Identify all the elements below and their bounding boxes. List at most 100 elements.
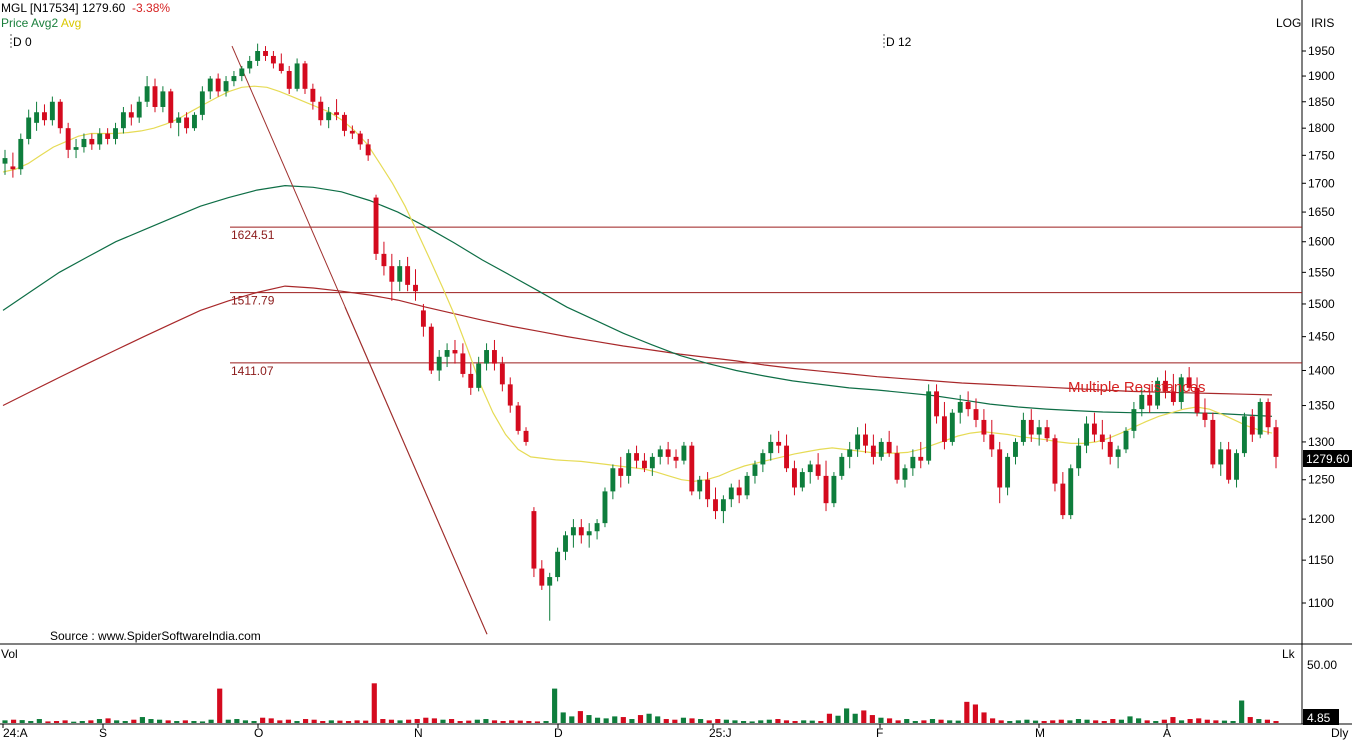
candle	[902, 468, 908, 480]
y-tick-label: 1150	[1308, 553, 1334, 567]
volume-bar	[474, 719, 480, 723]
volume-bar	[448, 719, 455, 723]
multiple-resistances-annotation: Multiple Resistances	[1068, 379, 1206, 396]
candle	[981, 419, 987, 435]
candle	[784, 445, 789, 469]
volume-bar	[122, 721, 128, 723]
candle	[263, 51, 268, 56]
volume-bar	[139, 717, 145, 723]
volume-bar	[157, 719, 163, 723]
volume-bar	[852, 713, 858, 723]
volume-bar	[114, 720, 120, 723]
volume-bar	[1178, 720, 1185, 723]
candle	[1257, 401, 1263, 435]
candle	[949, 412, 955, 442]
volume-bar	[62, 720, 68, 723]
volume-bar	[191, 721, 197, 723]
candle	[278, 63, 284, 71]
volume-bar	[1264, 719, 1270, 723]
candle	[484, 350, 490, 364]
volume-bar	[758, 720, 764, 723]
candle	[1013, 441, 1018, 457]
candle	[1147, 394, 1153, 406]
log-scale-toggle[interactable]: LOG	[1276, 16, 1302, 30]
candle	[602, 491, 608, 524]
level-label-2: 1411.07	[231, 364, 274, 378]
volume-bar	[148, 719, 154, 723]
volume-bar	[766, 719, 772, 723]
candle	[255, 51, 261, 61]
candle	[689, 445, 695, 492]
volume-bar	[826, 713, 833, 723]
candle	[413, 284, 418, 292]
volume-bar	[268, 718, 274, 723]
candle	[563, 535, 568, 552]
candle	[839, 456, 845, 476]
volume-bar	[251, 721, 257, 723]
candle	[1115, 449, 1121, 457]
candle	[720, 499, 726, 512]
candle	[18, 138, 24, 170]
y-tick-label: 1400	[1308, 363, 1335, 377]
volume-bar	[1093, 720, 1099, 723]
candle	[460, 353, 466, 374]
volume-bar	[1213, 720, 1219, 723]
marker-d0: D 0	[13, 35, 32, 49]
candle	[799, 472, 805, 488]
candle	[160, 91, 166, 107]
candle	[878, 441, 884, 457]
volume-bar	[242, 720, 249, 723]
volume-bar	[990, 718, 996, 723]
candle	[476, 363, 482, 388]
iris-button[interactable]: IRIS	[1311, 16, 1335, 30]
candle	[847, 449, 853, 457]
candle	[310, 88, 316, 102]
candle	[42, 112, 47, 121]
x-tick-label: D	[554, 726, 563, 740]
candle	[231, 76, 237, 82]
candle	[673, 456, 679, 461]
candle	[1178, 377, 1184, 402]
candle	[270, 55, 276, 64]
candle	[1163, 380, 1168, 392]
volume-bar	[500, 721, 506, 723]
volume-bar	[1101, 721, 1107, 723]
candle	[1249, 416, 1255, 435]
volume-bar	[818, 721, 824, 723]
candle	[531, 511, 537, 569]
y-tick-label: 1800	[1308, 121, 1335, 135]
candle	[294, 63, 300, 89]
candle	[2, 158, 8, 164]
legend-avg: Avg	[60, 16, 82, 30]
candle	[547, 577, 553, 586]
x-tick-label: 25:J	[709, 726, 732, 740]
candle	[1076, 445, 1082, 469]
candle	[791, 468, 797, 488]
candle	[89, 138, 95, 145]
candle	[807, 464, 813, 473]
volume-bar	[354, 720, 360, 723]
volume-bar	[586, 715, 592, 723]
volume-bar	[1256, 719, 1262, 723]
volume-bar	[1050, 720, 1056, 723]
x-tick-label: A	[1163, 726, 1171, 740]
candle	[73, 147, 79, 150]
candle	[918, 456, 924, 461]
volume-bar	[88, 720, 94, 723]
candle	[855, 434, 861, 450]
volume-bar	[1024, 719, 1030, 723]
symbol-header: MGL [N17534] 1279.60 -3.38%	[1, 1, 170, 15]
volume-bar	[1153, 721, 1159, 723]
volume-bar	[440, 719, 446, 723]
candle	[618, 468, 624, 476]
candle	[1155, 380, 1161, 406]
candle	[965, 401, 971, 410]
y-tick-label: 1850	[1308, 95, 1335, 109]
candle	[1210, 419, 1216, 465]
candle	[713, 499, 718, 512]
volume-bar	[79, 721, 85, 723]
candle	[381, 253, 387, 267]
x-tick-label: 24:A	[3, 726, 28, 740]
candle	[326, 112, 332, 121]
